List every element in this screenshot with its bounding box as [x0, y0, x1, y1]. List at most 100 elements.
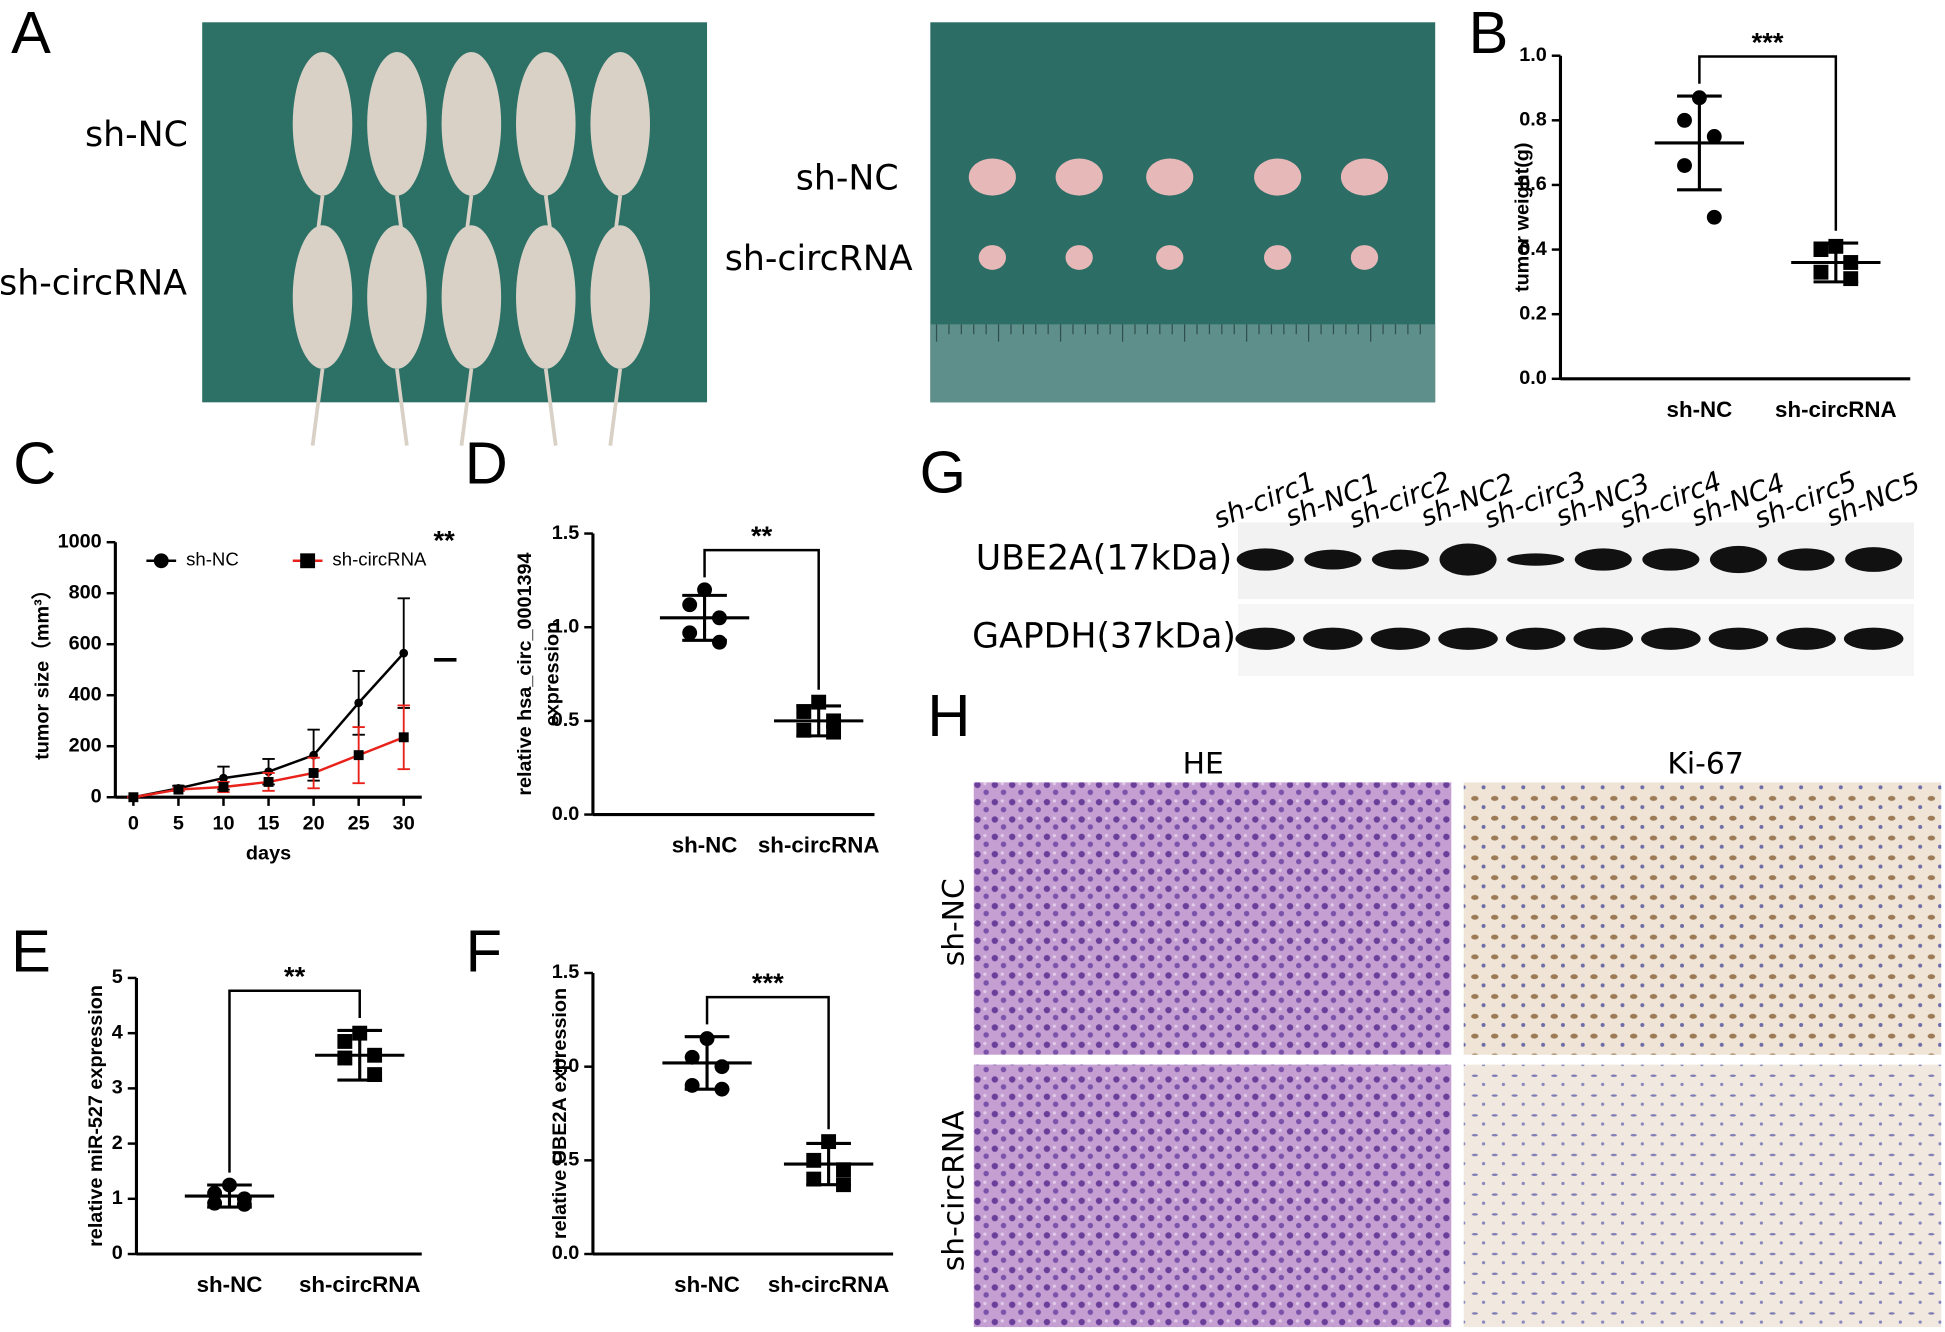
tumor: [968, 158, 1016, 196]
x-axis-label: days: [246, 842, 291, 864]
point: [218, 782, 229, 792]
mouse-tail: [459, 368, 474, 446]
y-tick-label: 1.0: [552, 1055, 580, 1077]
panel-label: G: [920, 438, 966, 505]
row-label: sh-NC: [85, 115, 188, 155]
tumor: [978, 245, 1006, 270]
x-tick-label: 5: [173, 813, 184, 835]
band: [1845, 547, 1903, 572]
band: [1843, 627, 1904, 650]
legend-label: sh-NC: [186, 549, 239, 570]
x-tick-label: sh-circRNA: [768, 1272, 890, 1297]
point: [236, 1196, 252, 1212]
tumor: [1065, 245, 1093, 270]
point: [806, 1171, 822, 1187]
significance-bracket: [705, 995, 830, 1130]
significance: ***: [752, 967, 784, 998]
band: [1573, 627, 1634, 650]
mouse: [292, 225, 353, 369]
point: [821, 1134, 837, 1150]
row-label: sh-circRNA: [725, 239, 913, 279]
mouse: [590, 225, 650, 369]
y-tick-label: 0: [91, 785, 102, 807]
panel-label: B: [1469, 0, 1509, 66]
y-tick-label: 0.0: [552, 1242, 580, 1264]
band: [1507, 553, 1565, 566]
point: [173, 784, 184, 795]
point: [337, 1034, 353, 1049]
point: [128, 792, 139, 803]
legend-label: sh-circRNA: [332, 549, 427, 570]
tumor: [1254, 158, 1302, 196]
point: [1677, 112, 1692, 128]
y-axis-label: relative hsa_circ_0001394: [514, 552, 536, 795]
band: [1776, 627, 1836, 650]
he-nc: [973, 782, 1452, 1055]
row-label: UBE2A(17kDa): [976, 539, 1232, 579]
point: [682, 625, 698, 641]
band: [1708, 627, 1769, 650]
y-tick-label: 0.5: [552, 709, 580, 731]
x-tick-label: sh-circRNA: [758, 833, 880, 858]
panel-label: D: [465, 430, 508, 497]
y-tick-label: 0.2: [1519, 302, 1547, 324]
y-tick-label: 1000: [58, 530, 102, 552]
band: [1642, 548, 1700, 571]
band: [1304, 549, 1362, 570]
row-label: sh-circRNA: [0, 264, 187, 304]
point: [353, 750, 364, 761]
row-label: GAPDH(37kDa): [972, 617, 1236, 657]
row-label: sh-NC: [937, 878, 972, 966]
point: [796, 722, 812, 738]
y-tick-label: 800: [69, 581, 102, 603]
significance-bracket: [228, 989, 361, 1173]
mouse: [516, 51, 576, 196]
mouse: [367, 51, 427, 196]
point: [219, 773, 228, 783]
band: [1574, 548, 1632, 571]
ki67-circ: [1463, 1064, 1942, 1328]
mouse-tail: [608, 368, 623, 446]
point: [796, 704, 812, 719]
x-tick-label: 20: [303, 813, 325, 835]
point: [1706, 129, 1722, 144]
y-tick-label: 2: [112, 1132, 123, 1154]
y-tick-label: 0.8: [1519, 109, 1547, 131]
x-tick-label: sh-NC: [1667, 397, 1733, 422]
panel-label: C: [13, 430, 56, 497]
x-tick-label: sh-NC: [672, 833, 738, 858]
mouse: [367, 225, 427, 369]
band: [1303, 627, 1363, 650]
point: [354, 698, 364, 708]
tumor: [1340, 158, 1389, 196]
significance: **: [284, 961, 306, 992]
y-tick-label: 600: [69, 632, 102, 654]
ruler: [930, 324, 1436, 403]
column-label: HE: [1183, 747, 1224, 782]
y-tick-label: 0.0: [552, 803, 580, 825]
significance: **: [751, 520, 773, 551]
point: [684, 1049, 700, 1065]
y-tick-label: 1: [112, 1187, 123, 1209]
point: [308, 768, 319, 778]
band: [1641, 627, 1701, 650]
significance-bracket: [1698, 55, 1838, 231]
x-tick-label: sh-circRNA: [1775, 397, 1897, 422]
point: [1813, 264, 1829, 280]
y-tick-label: 200: [69, 734, 102, 756]
point: [337, 1050, 353, 1066]
band: [1236, 548, 1294, 571]
y-tick-label: 1.0: [1519, 44, 1547, 66]
point: [1706, 209, 1722, 225]
point: [367, 1067, 383, 1083]
y-tick-label: 0.0: [1519, 367, 1547, 389]
point: [398, 732, 409, 743]
point: [399, 648, 409, 658]
panel-label: E: [11, 917, 51, 984]
mouse-tail: [310, 368, 325, 446]
he-circ: [973, 1064, 1452, 1328]
mouse: [292, 51, 353, 196]
band: [1777, 548, 1835, 571]
legend-marker: [153, 553, 169, 569]
